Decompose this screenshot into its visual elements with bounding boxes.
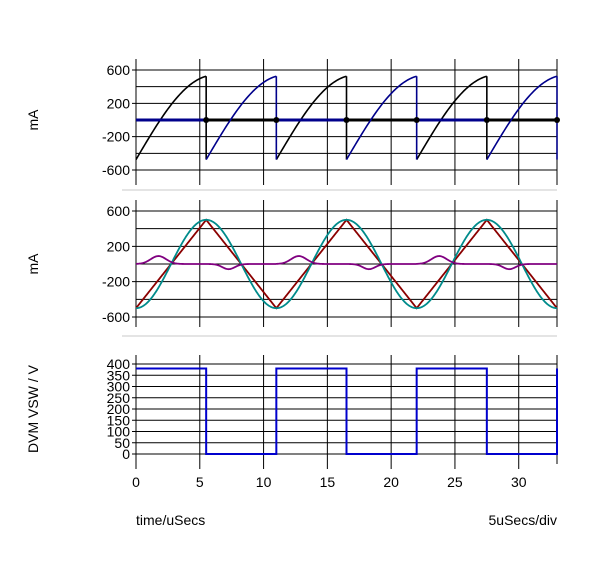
y-tick-label: 50 (114, 435, 130, 451)
series-line-1 (135, 75, 207, 160)
cursor-marker (343, 117, 350, 123)
x-tick-label: 30 (511, 474, 527, 490)
cursor-marker (554, 117, 560, 123)
cursor-marker (203, 117, 210, 123)
y-tick-label: 250 (107, 390, 131, 406)
time-per-division-label: 5uSecs/div (488, 512, 557, 528)
series-line-2 (135, 218, 558, 310)
y-tick-label: 600 (107, 62, 131, 78)
series-line-1 (136, 367, 558, 455)
y-tick-label: 400 (107, 356, 131, 372)
x-tick-label: 20 (383, 474, 399, 490)
y-tick-label: -600 (102, 162, 130, 178)
y-tick-label: 200 (107, 401, 131, 417)
y-tick-label: 150 (107, 412, 131, 428)
cursor-marker (273, 117, 280, 123)
y-tick-label: -200 (102, 274, 130, 290)
cursor-marker (413, 117, 420, 123)
series-line-2 (205, 75, 277, 160)
series-line-3 (135, 255, 558, 271)
x-axis-label: time/uSecs (136, 512, 206, 528)
series-line-1 (415, 75, 488, 160)
y-tick-label: 100 (107, 424, 131, 440)
y-axis-label: DVM VSW / V (25, 364, 41, 453)
x-tick-label: 15 (320, 474, 336, 490)
y-axis-label: mA (25, 109, 41, 131)
y-tick-label: 0 (122, 446, 130, 462)
y-tick-label: 200 (107, 95, 131, 111)
x-tick-label: 10 (256, 474, 272, 490)
x-tick-label: 25 (447, 474, 463, 490)
y-tick-label: 200 (107, 238, 131, 254)
x-tick-label: 5 (196, 474, 204, 490)
cursor-marker (483, 117, 490, 123)
y-tick-label: 350 (107, 367, 131, 383)
y-tick-label: 300 (107, 379, 131, 395)
x-tick-label: 0 (132, 474, 140, 490)
series-line-2 (345, 75, 417, 160)
y-tick-label: -200 (102, 129, 130, 145)
y-tick-label: 600 (107, 203, 131, 219)
y-tick-label: -600 (102, 309, 130, 325)
series-line-2 (486, 75, 558, 160)
series-line-1 (275, 75, 347, 160)
y-axis-label: mA (25, 253, 41, 275)
